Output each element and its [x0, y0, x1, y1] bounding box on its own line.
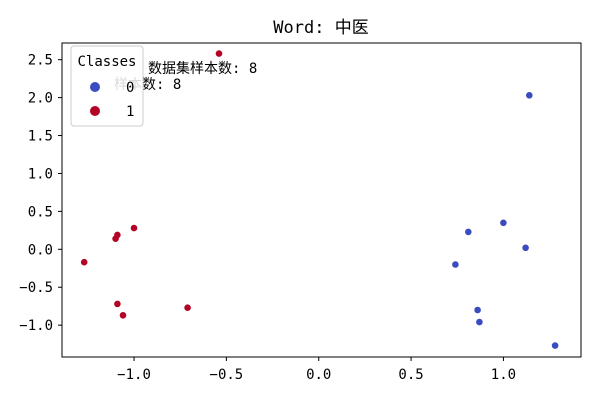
point-class-0-2	[465, 228, 472, 236]
plot-frame	[61, 42, 582, 358]
chart-title: Word: 中医	[273, 18, 368, 38]
x-tick-label: −0.5	[210, 367, 244, 383]
x-tick-label: 0.0	[306, 367, 331, 383]
legend-label-1: 1	[126, 104, 134, 120]
data-points	[80, 50, 559, 349]
y-tick-label: −0.5	[19, 280, 53, 296]
point-class-1-0	[215, 50, 223, 57]
annotation-1: 数据集样本数: 8	[148, 60, 257, 77]
point-class-0-0	[526, 92, 533, 99]
legend: Classes 0 1	[70, 45, 144, 127]
x-tick-label: 0.5	[398, 367, 423, 383]
y-axis: −1.0 −0.5 0.0 0.5 1.0 1.5 2.0 2.5	[19, 53, 62, 334]
y-tick-label: 2.0	[28, 91, 53, 107]
y-tick-label: 1.0	[28, 166, 53, 182]
point-class-1-6	[184, 304, 191, 312]
point-class-0-7	[551, 342, 559, 349]
point-class-1-4	[80, 258, 88, 266]
y-tick-label: 2.5	[28, 53, 53, 69]
y-tick-label: 0.0	[28, 242, 53, 258]
legend-label-0: 0	[126, 80, 134, 96]
point-class-1-5	[114, 300, 121, 308]
point-class-0-5	[474, 306, 481, 314]
point-class-0-1	[500, 219, 507, 227]
y-tick-label: 1.5	[28, 129, 53, 145]
y-tick-label: −1.0	[19, 318, 53, 334]
legend-box	[70, 45, 144, 127]
x-tick-label: −1.0	[117, 367, 151, 383]
y-tick-label: 0.5	[28, 204, 53, 220]
legend-marker-1	[90, 106, 100, 116]
point-class-1-3	[112, 235, 119, 242]
x-axis: −1.0 −0.5 0.0 0.5 1.0	[117, 357, 516, 383]
point-class-0-3	[522, 244, 529, 252]
point-class-1-1	[130, 224, 138, 232]
x-tick-label: 1.0	[491, 367, 516, 383]
legend-title: Classes	[77, 54, 136, 70]
point-class-0-4	[452, 261, 459, 268]
legend-marker-0	[90, 82, 100, 92]
point-class-1-7	[119, 312, 127, 319]
point-class-0-6	[476, 318, 483, 326]
